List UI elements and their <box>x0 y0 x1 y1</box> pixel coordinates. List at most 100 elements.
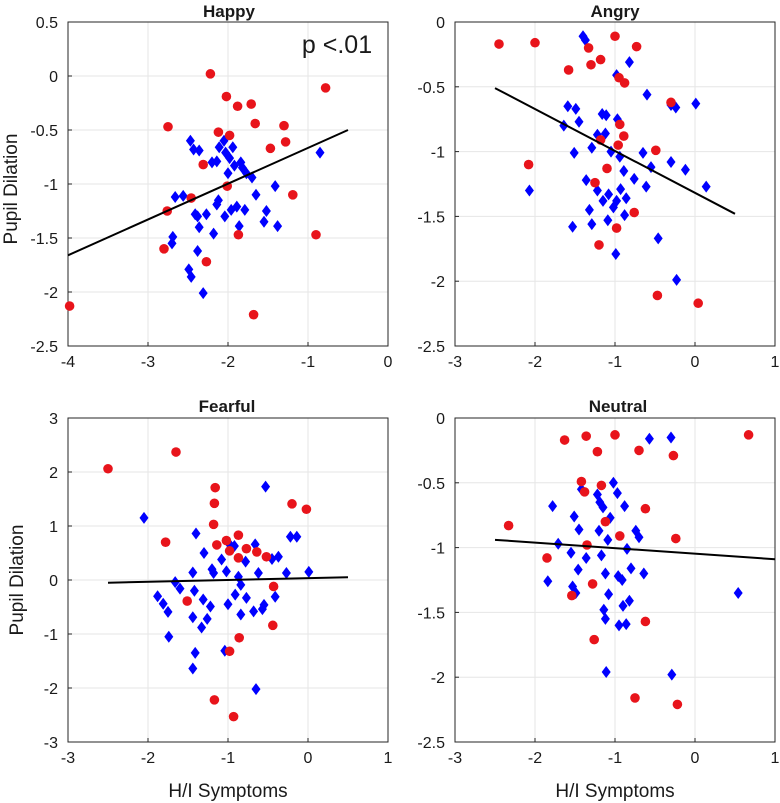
y-tick-label: -0.5 <box>30 123 58 140</box>
diamond-point <box>153 590 163 603</box>
diamond-point <box>170 190 180 203</box>
diamond-point <box>292 530 302 543</box>
circle-point <box>693 298 703 309</box>
diamond-point <box>569 510 579 523</box>
diamond-point <box>193 244 203 257</box>
circle-point <box>672 699 683 710</box>
diamond-point <box>209 566 219 579</box>
y-tick-label: -2 <box>44 681 58 698</box>
circle-point <box>210 482 220 493</box>
panel-annotation: p <.01 <box>302 31 372 59</box>
diamond-point <box>600 612 610 625</box>
diamond-point <box>624 56 634 69</box>
x-tick-label: -2 <box>528 750 542 767</box>
diamond-point <box>178 189 188 202</box>
circle-point <box>615 531 625 541</box>
y-tick-label: -3 <box>44 735 58 752</box>
x-axis-label: H/I Symptoms <box>555 781 674 802</box>
fit-line <box>494 538 776 561</box>
diamond-point <box>273 220 283 233</box>
circle-point <box>301 504 312 515</box>
circle-point <box>103 463 113 474</box>
diamond-point <box>250 538 260 551</box>
x-tick-label: -2 <box>141 750 155 767</box>
diamond-point <box>285 530 295 543</box>
y-tick-label: 3 <box>49 411 58 428</box>
diamond-point <box>249 605 259 618</box>
circle-point <box>602 163 612 174</box>
y-tick-label: 0 <box>49 573 58 590</box>
diamond-point <box>201 208 211 221</box>
diamond-point <box>188 611 198 624</box>
circle-point <box>268 581 279 592</box>
x-tick-label: -4 <box>61 354 75 371</box>
x-tick-label: -2 <box>528 354 542 371</box>
diamond-point <box>315 146 325 159</box>
y-tick-label: -1.5 <box>30 231 58 248</box>
circle-point <box>221 535 232 546</box>
x-tick-label: 0 <box>304 750 313 767</box>
diamond-point <box>188 566 198 579</box>
circle-point <box>159 244 169 254</box>
y-tick-label: -0.5 <box>417 476 445 493</box>
diamond-point <box>626 562 636 575</box>
circle-point <box>587 579 598 589</box>
diamond-point <box>581 551 591 564</box>
circle-point <box>198 159 208 170</box>
diamond-point <box>251 683 261 696</box>
circle-point <box>233 229 244 240</box>
diamond-point <box>189 143 199 156</box>
diamond-point <box>644 432 654 445</box>
diamond-point <box>611 247 621 260</box>
circle-point <box>213 127 224 137</box>
circle-point <box>567 590 577 601</box>
diamond-point <box>225 152 235 165</box>
x-tick-label: -1 <box>608 354 622 371</box>
diamond-point <box>168 230 178 243</box>
y-tick-label: 0 <box>436 411 445 428</box>
diamond-point <box>158 597 168 610</box>
diamond-point <box>608 201 618 214</box>
diamond-point <box>281 566 291 579</box>
circle-point <box>209 695 220 705</box>
y-tick-label: 0 <box>49 69 58 86</box>
diamond-point <box>571 102 581 115</box>
circle-point <box>268 620 278 631</box>
diamond-point <box>672 273 682 286</box>
diamond-point <box>594 524 604 537</box>
y-tick-label: -1 <box>44 177 58 194</box>
diamond-point <box>666 155 676 168</box>
circle-point <box>221 91 232 102</box>
diamond-point <box>598 501 608 514</box>
circle-point <box>615 119 625 130</box>
diamond-point <box>230 588 240 601</box>
diamond-point <box>584 203 594 216</box>
circle-point <box>523 159 534 170</box>
diamond-point <box>596 549 606 562</box>
diamond-point <box>616 183 626 196</box>
y-tick-label: -1.5 <box>417 209 445 226</box>
diamond-point <box>261 480 271 493</box>
diamond-point <box>638 146 648 159</box>
diamond-point <box>234 220 244 233</box>
diamond-point <box>568 220 578 233</box>
x-tick-label: 0 <box>691 354 700 371</box>
diamond-point <box>213 194 223 207</box>
circle-point <box>611 223 622 233</box>
diamond-point <box>634 531 644 544</box>
diamond-point <box>621 192 631 205</box>
circle-point <box>640 616 651 627</box>
diamond-point <box>236 608 246 621</box>
circle-point <box>600 516 611 527</box>
diamond-point <box>624 594 634 607</box>
diamond-point <box>569 146 579 159</box>
diamond-point <box>221 565 231 578</box>
circle-point <box>224 646 235 657</box>
circle-point <box>619 131 629 141</box>
circle-point <box>610 31 620 42</box>
circle-point <box>234 632 244 643</box>
circle-point <box>64 301 75 311</box>
panel-fearful: -3 -2 -1 0 1 -3 -2 -1 0 1 2 3 Fearful Pupil Dilation H… <box>7 397 393 802</box>
circle-point <box>279 120 289 131</box>
diamond-point <box>642 88 652 101</box>
